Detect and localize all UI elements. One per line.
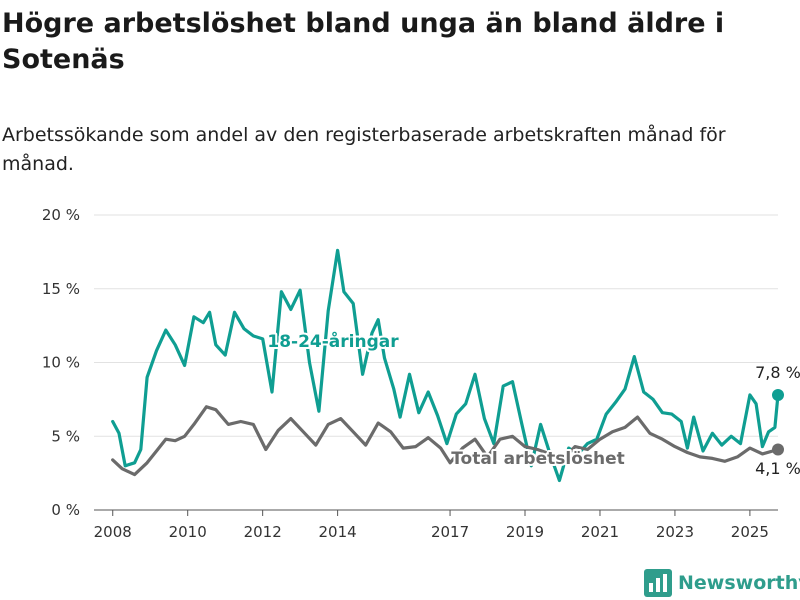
series-lines <box>111 248 784 483</box>
newsworthy-logo-icon <box>644 569 672 597</box>
y-tick-label: 0 % <box>51 501 80 519</box>
chart-title: Högre arbetslöshet bland unga än bland ä… <box>2 8 725 75</box>
x-tick-label: 2017 <box>431 523 469 541</box>
series-line-total <box>111 405 780 477</box>
brand-logo: Newsworthy <box>644 568 800 598</box>
y-tick-label: 20 % <box>42 206 80 224</box>
y-tick-label: 10 % <box>42 354 80 372</box>
x-tick-label: 2014 <box>319 523 357 541</box>
end-value-young: 7,8 % <box>755 363 800 382</box>
axes: 0 % 5 % 10 % 15 % 20 % 2008 2010 2012 2014 2017 20… <box>42 206 778 541</box>
end-point-young <box>772 388 784 401</box>
x-tick-label: 2025 <box>731 523 769 541</box>
x-tick-label: 2010 <box>169 523 207 541</box>
x-tick-label: 2021 <box>581 523 619 541</box>
line-chart: 0 % 5 % 10 % 15 % 20 % 2008 2010 2012 2014 2017 20… <box>42 206 800 541</box>
x-tick-label: 2008 <box>94 523 132 541</box>
series-label-total: Total arbetslöshet <box>451 449 625 469</box>
end-point-total <box>772 443 784 456</box>
grid-lines <box>94 214 778 511</box>
y-tick-label: 15 % <box>42 280 80 298</box>
brand-name: Newsworthy <box>678 572 800 594</box>
y-tick-label: 5 % <box>51 427 80 445</box>
x-tick-label: 2023 <box>656 523 694 541</box>
series-line-young <box>111 248 780 483</box>
series-labels: 18-24-åringar Total arbetslöshet 7,8 % 4,1 … <box>265 328 800 478</box>
x-tick-label: 2012 <box>244 523 282 541</box>
chart-subtitle: Arbetssökande som andel av den registerb… <box>2 124 726 175</box>
series-label-young: 18-24-åringar <box>267 330 399 352</box>
end-value-total: 4,1 % <box>755 459 800 478</box>
x-tick-label: 2019 <box>506 523 544 541</box>
